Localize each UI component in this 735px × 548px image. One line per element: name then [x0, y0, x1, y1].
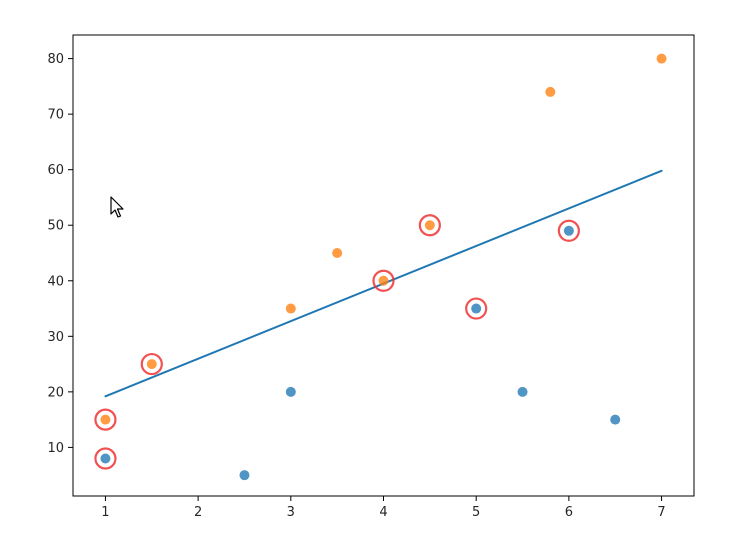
x-axis: 1 2 3 4 5 6 7 [101, 496, 666, 520]
data-point-series-1 [285, 386, 296, 397]
data-point-series-1 [610, 414, 621, 425]
highlight-ring [372, 269, 395, 292]
data-point-series-2 [100, 414, 111, 425]
highlight-ring [465, 297, 488, 320]
data-point-series-1 [563, 225, 574, 236]
highlight-ring [557, 219, 580, 242]
data-point-series-2 [146, 359, 157, 370]
data-point-series-2 [285, 303, 296, 314]
x-tick-label: 7 [657, 505, 665, 520]
data-point-series-1 [239, 470, 250, 481]
x-tick-label: 1 [101, 505, 109, 520]
data-point-series-2 [424, 220, 435, 231]
y-tick-label: 20 [47, 385, 64, 400]
y-tick-label: 50 [47, 219, 64, 234]
data-point-series-1 [100, 453, 111, 464]
highlight-ring [94, 408, 117, 431]
data-point-series-1 [517, 386, 528, 397]
data-point-series-2 [378, 275, 389, 286]
highlight-rings-layer [94, 214, 580, 470]
data-points-layer [100, 53, 667, 481]
arrow-cursor-icon [110, 196, 124, 218]
data-point-series-2 [332, 248, 343, 259]
data-point-series-1 [471, 303, 482, 314]
x-tick-label: 2 [194, 505, 202, 520]
y-tick-label: 60 [47, 163, 64, 178]
data-point-series-2 [545, 86, 556, 97]
highlight-ring [418, 214, 441, 237]
y-tick-label: 10 [47, 441, 64, 456]
y-tick-label: 30 [47, 330, 64, 345]
y-tick-label: 40 [47, 274, 64, 289]
x-tick-label: 5 [472, 505, 480, 520]
highlight-ring [140, 352, 163, 376]
x-tick-label: 4 [379, 505, 387, 520]
highlight-ring [94, 447, 117, 470]
data-point-series-2 [656, 53, 667, 64]
y-axis: 10 20 30 40 50 60 70 80 [47, 52, 73, 456]
y-tick-label: 70 [47, 108, 64, 123]
x-tick-label: 3 [287, 505, 295, 520]
y-tick-label: 80 [47, 52, 64, 67]
x-tick-label: 6 [565, 505, 573, 520]
plot-area [72, 34, 695, 497]
